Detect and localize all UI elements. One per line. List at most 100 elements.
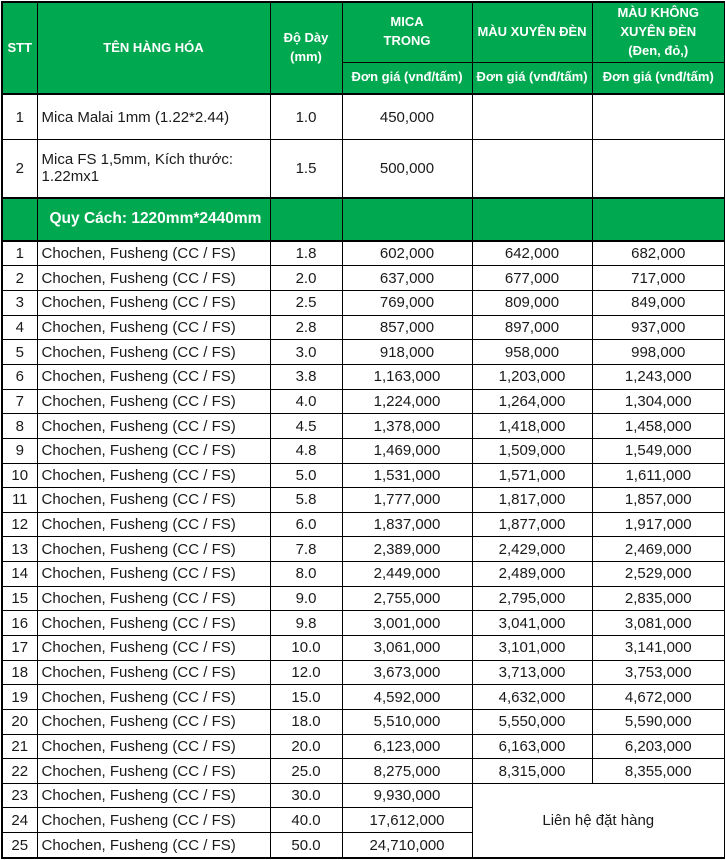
cell-price-mau-xuyen-den: 2,489,000: [471, 561, 593, 587]
cell-stt: 9: [1, 437, 38, 464]
col-header-mau-xuyen-den: MÀU XUYÊN ĐÈN: [471, 1, 593, 63]
cell-thickness: 3.0: [269, 339, 343, 365]
cell-price-mica-trong: 450,000: [341, 93, 473, 141]
section-row: Quy Cách: 1220mm*2440mm: [1, 196, 725, 242]
cell-price-mau-xuyen-den: 1,418,000: [471, 413, 593, 439]
cell-price-mica-trong: 1,837,000: [341, 511, 473, 538]
cell-thickness: 4.8: [269, 437, 343, 464]
table-row: 4 Chochen, Fusheng (CC / FS) 2.8 857,000 897…: [1, 314, 725, 341]
main-rows-body: 1 Chochen, Fusheng (CC / FS) 1.8 602,000 642…: [1, 240, 725, 859]
cell-thickness: 12.0: [269, 659, 343, 686]
subheader-unit-price-mau-xuyen-den: Đơn giá (vnđ/tấm): [471, 61, 593, 95]
cell-stt: 8: [1, 413, 38, 439]
cell-price-mau-khong-xuyen-den: 1,304,000: [591, 388, 725, 415]
cell-price-mica-trong: 3,673,000: [341, 659, 473, 686]
cell-stt: 25: [1, 832, 38, 859]
cell-stt: 20: [1, 708, 38, 735]
cell-price-mica-trong: 857,000: [341, 314, 473, 341]
col-header-mau-khong-xuyen-den: MÀU KHÔNG XUYÊN ĐÈN (Đen, đỏ,): [591, 1, 725, 63]
cell-price-mau-xuyen-den: 642,000: [471, 240, 593, 267]
cell-price-mau-khong-xuyen-den: 2,469,000: [591, 536, 725, 563]
table-row: 3 Chochen, Fusheng (CC / FS) 2.5 769,000 809…: [1, 290, 725, 316]
cell-price-mau-xuyen-den: 897,000: [471, 314, 593, 341]
cell-price-mau-khong-xuyen-den: [591, 139, 725, 198]
cell-stt: 13: [1, 536, 38, 563]
cell-product-name: Chochen, Fusheng (CC / FS): [36, 363, 271, 390]
table-row: 8 Chochen, Fusheng (CC / FS) 4.5 1,378,000 1…: [1, 413, 725, 439]
table-row: 17 Chochen, Fusheng (CC / FS) 10.0 3,061,00…: [1, 634, 725, 661]
cell-price-mau-xuyen-den: 3,041,000: [471, 610, 593, 636]
table-row: 22 Chochen, Fusheng (CC / FS) 25.0 8,275,00…: [1, 758, 725, 784]
header-unit-row: Đơn giá (vnđ/tấm) Đơn giá (vnđ/tấm) Đơn …: [2, 61, 725, 95]
cell-price-mau-xuyen-den: 2,429,000: [471, 536, 593, 563]
cell-price-mau-xuyen-den: 1,877,000: [471, 511, 593, 538]
cell-stt: 2: [1, 139, 38, 198]
cell-price-mica-trong: 2,449,000: [341, 561, 473, 587]
cell-price-mica-trong: 1,378,000: [341, 413, 473, 439]
cell-stt: 2: [1, 265, 38, 292]
cell-price-mica-trong: 24,710,000: [341, 832, 473, 859]
cell-price-mau-xuyen-den: 4,632,000: [471, 684, 593, 710]
cell-thickness: 7.8: [269, 536, 343, 563]
table-row: 2 Chochen, Fusheng (CC / FS) 2.0 637,000 677…: [1, 265, 725, 292]
cell-stt: 14: [1, 561, 38, 587]
cell-product-name: Chochen, Fusheng (CC / FS): [36, 610, 271, 636]
cell-price-mau-xuyen-den: 6,163,000: [471, 733, 593, 760]
cell-price-mau-xuyen-den: [471, 93, 593, 141]
cell-stt: 1: [1, 240, 38, 267]
cell-price-mau-xuyen-den: 1,203,000: [471, 363, 593, 390]
cell-stt: 16: [1, 610, 38, 636]
cell-thickness: 9.0: [269, 585, 343, 612]
cell-thickness: 10.0: [269, 634, 343, 661]
cell-thickness: 15.0: [269, 684, 343, 710]
table-row: 24 Chochen, Fusheng (CC / FS) 40.0 17,612,0…: [1, 807, 725, 834]
cell-thickness: 8.0: [269, 561, 343, 587]
subheader-unit-price-mica-trong: Đơn giá (vnđ/tấm): [341, 61, 473, 95]
cell-stt: 21: [1, 733, 38, 760]
col-header-thickness: Độ Dày (mm): [269, 1, 343, 95]
contact-order-cell: Liên hệ đặt hàng: [471, 782, 725, 859]
section-cell-empty: [341, 196, 473, 242]
table-row: 13 Chochen, Fusheng (CC / FS) 7.8 2,389,000…: [1, 536, 725, 563]
cell-thickness: 9.8: [269, 610, 343, 636]
cell-price-mica-trong: 17,612,000: [341, 807, 473, 834]
cell-price-mau-khong-xuyen-den: 717,000: [591, 265, 725, 292]
cell-thickness: 50.0: [269, 832, 343, 859]
cell-price-mica-trong: 5,510,000: [341, 708, 473, 735]
cell-price-mica-trong: 4,592,000: [341, 684, 473, 710]
cell-stt: 15: [1, 585, 38, 612]
col-header-stt: STT: [1, 1, 38, 95]
cell-thickness: 2.5: [269, 290, 343, 316]
cell-price-mica-trong: 1,163,000: [341, 363, 473, 390]
cell-stt: 24: [1, 807, 38, 834]
cell-stt: 23: [1, 782, 38, 809]
cell-price-mau-xuyen-den: 809,000: [471, 290, 593, 316]
cell-thickness: 25.0: [269, 758, 343, 784]
cell-price-mau-khong-xuyen-den: 8,355,000: [591, 758, 725, 784]
cell-thickness: 4.5: [269, 413, 343, 439]
cell-product-name: Chochen, Fusheng (CC / FS): [36, 413, 271, 439]
table-row: 19 Chochen, Fusheng (CC / FS) 15.0 4,592,00…: [1, 684, 725, 710]
cell-product-name: Chochen, Fusheng (CC / FS): [36, 585, 271, 612]
cell-thickness: 20.0: [269, 733, 343, 760]
cell-thickness: 4.0: [269, 388, 343, 415]
cell-stt: 1: [1, 93, 38, 141]
cell-price-mica-trong: 6,123,000: [341, 733, 473, 760]
cell-product-name: Chochen, Fusheng (CC / FS): [36, 832, 271, 859]
intro-rows-body: 1 Mica Malai 1mm (1.22*2.44) 1.0 450,000 2 Mi…: [1, 93, 725, 198]
cell-price-mau-xuyen-den: 8,315,000: [471, 758, 593, 784]
table-row: 11 Chochen, Fusheng (CC / FS) 5.8 1,777,000…: [1, 487, 725, 513]
table-row: 14 Chochen, Fusheng (CC / FS) 8.0 2,449,000…: [1, 561, 725, 587]
table-row: 25 Chochen, Fusheng (CC / FS) 50.0 24,710,0…: [1, 832, 725, 859]
cell-stt: 17: [1, 634, 38, 661]
cell-product-name: Chochen, Fusheng (CC / FS): [36, 782, 271, 809]
cell-price-mau-xuyen-den: 677,000: [471, 265, 593, 292]
cell-price-mau-khong-xuyen-den: 1,549,000: [591, 437, 725, 464]
cell-stt: 3: [1, 290, 38, 316]
section-label: Quy Cách: 1220mm*2440mm: [36, 196, 271, 242]
cell-stt: 22: [1, 758, 38, 784]
cell-thickness: 2.8: [269, 314, 343, 341]
cell-product-name: Mica Malai 1mm (1.22*2.44): [36, 93, 271, 141]
cell-price-mau-khong-xuyen-den: 937,000: [591, 314, 725, 341]
